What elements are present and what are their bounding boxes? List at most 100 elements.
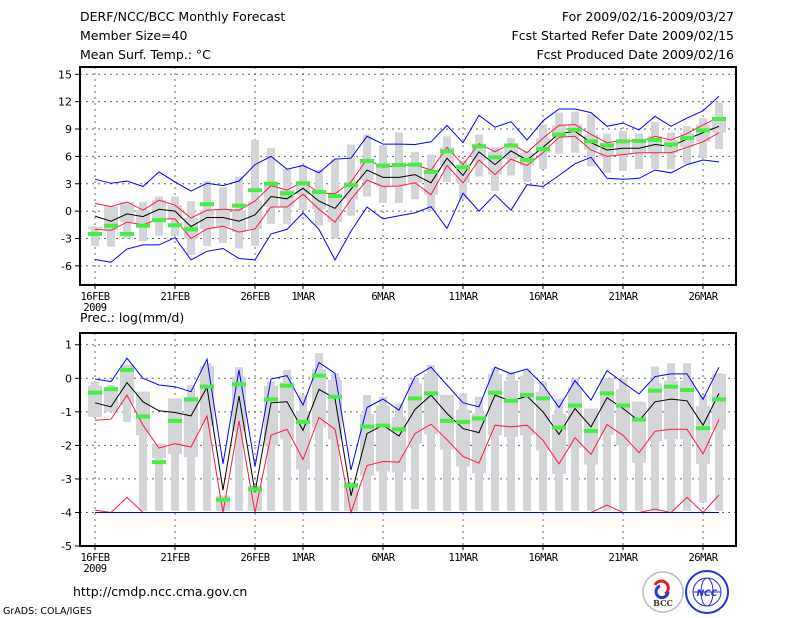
observed-marker	[472, 416, 486, 421]
observed-marker	[232, 203, 246, 208]
ensemble-whisker	[267, 381, 275, 511]
ensemble-whisker	[283, 369, 291, 511]
ensemble-whisker	[715, 373, 723, 511]
temperature-panel: -6 -3 0 3 6 9 12 15 16FEB 21FEB 26FEB 1MAR 6MAR 11MAR…	[58, 66, 737, 314]
observed-marker	[408, 162, 422, 167]
ensemble-box	[632, 401, 646, 463]
x-tick-label: 1MAR	[291, 291, 315, 303]
bcc-logo: BCC	[642, 571, 684, 613]
figure-title: DERF/NCC/BCC Monthly Forecast	[80, 9, 285, 24]
observed-marker	[104, 223, 118, 228]
observed-marker	[616, 139, 630, 144]
forecast-period: For 2009/02/16-2009/03/27	[562, 9, 734, 24]
observed-marker	[600, 391, 614, 396]
ensemble-whisker	[507, 371, 515, 511]
observed-marker	[136, 223, 150, 228]
x-tick-label: 21MAR	[608, 291, 638, 303]
observed-marker	[520, 158, 534, 163]
observed-marker	[88, 390, 102, 395]
series-line-min	[94, 156, 720, 263]
series-line-upper	[94, 116, 720, 219]
x-tick-label: 26MAR	[688, 552, 718, 564]
observed-marker	[344, 483, 358, 488]
observed-marker	[600, 143, 614, 148]
ensemble-whisker	[443, 395, 451, 511]
ensemble-box	[616, 389, 630, 446]
ensemble-box	[408, 164, 422, 183]
ensemble-box	[712, 373, 726, 430]
variable-label: Mean Surf. Temp.: °C	[80, 47, 211, 62]
observed-marker	[152, 460, 166, 465]
observed-marker	[440, 418, 454, 423]
series-line-max	[94, 95, 720, 192]
ensemble-whisker	[347, 144, 355, 216]
ensemble-whisker	[331, 373, 339, 511]
ensemble-box	[504, 380, 518, 437]
y-tick-label: -2	[61, 439, 72, 452]
observed-marker	[376, 423, 390, 428]
url-link[interactable]: http://cmdp.ncc.cma.gov.cn	[73, 584, 247, 599]
x-tick-label: 16MAR	[528, 291, 558, 303]
observed-marker	[520, 393, 534, 398]
observed-marker	[200, 202, 214, 207]
start-date: Fcst Started Refer Date 2009/02/15	[512, 28, 735, 43]
x-tick-label: 21MAR	[608, 552, 638, 564]
observed-marker	[488, 390, 502, 395]
ensemble-whisker	[203, 363, 211, 511]
observed-marker	[616, 403, 630, 408]
observed-marker	[488, 155, 502, 160]
observed-marker	[552, 425, 566, 430]
observed-marker	[168, 223, 182, 228]
observed-marker	[696, 426, 710, 431]
x-year-label: 2009	[83, 563, 106, 575]
ensemble-box	[488, 373, 502, 436]
x-tick-label: 16MAR	[528, 552, 558, 564]
observed-marker	[424, 169, 438, 174]
observed-marker	[280, 191, 294, 196]
observed-marker	[152, 218, 166, 223]
observed-marker	[504, 398, 518, 403]
observed-marker	[184, 397, 198, 402]
bcc-logo-text: BCC	[653, 598, 673, 608]
observed-marker	[200, 384, 214, 389]
ensemble-box	[280, 382, 294, 440]
ensemble-whisker	[427, 364, 435, 511]
y-tick-label: 12	[58, 96, 72, 109]
ensemble-box	[312, 369, 326, 428]
ensemble-box	[584, 408, 598, 465]
y-tick-label: 0	[65, 205, 72, 218]
observed-marker	[472, 144, 486, 149]
y-tick-label: -3	[61, 232, 72, 245]
observed-marker	[392, 163, 406, 168]
x-tick-label: 26MAR	[688, 291, 718, 303]
observed-marker	[584, 139, 598, 144]
series-line-max	[94, 357, 720, 471]
observed-marker	[264, 397, 278, 402]
series-line-mean	[94, 381, 720, 496]
observed-marker	[536, 147, 550, 152]
observed-marker	[632, 417, 646, 422]
observed-marker	[216, 497, 230, 502]
produced-date: Fcst Produced Date 2009/02/16	[536, 47, 734, 62]
grads-credit: GrADS: COLA/IGES	[3, 606, 92, 617]
observed-marker	[664, 384, 678, 389]
ensemble-whisker	[91, 226, 99, 246]
ensemble-whisker	[603, 378, 611, 511]
y-tick-label: 3	[65, 178, 72, 191]
observed-marker	[408, 396, 422, 401]
ensemble-whisker	[523, 150, 531, 182]
observed-marker	[280, 383, 294, 388]
observed-marker	[536, 396, 550, 401]
x-tick-label: 1MAR	[291, 552, 315, 564]
ensemble-box	[664, 380, 678, 440]
x-year-label: 2009	[83, 302, 106, 314]
y-tick-label: 0	[65, 372, 72, 385]
ensemble-box	[632, 141, 646, 153]
ensemble-box	[152, 443, 166, 459]
observed-marker	[568, 127, 582, 132]
member-size: Member Size=40	[80, 28, 187, 43]
ensemble-box	[488, 151, 502, 175]
y-tick-label: -1	[61, 406, 72, 419]
observed-marker	[632, 138, 646, 143]
